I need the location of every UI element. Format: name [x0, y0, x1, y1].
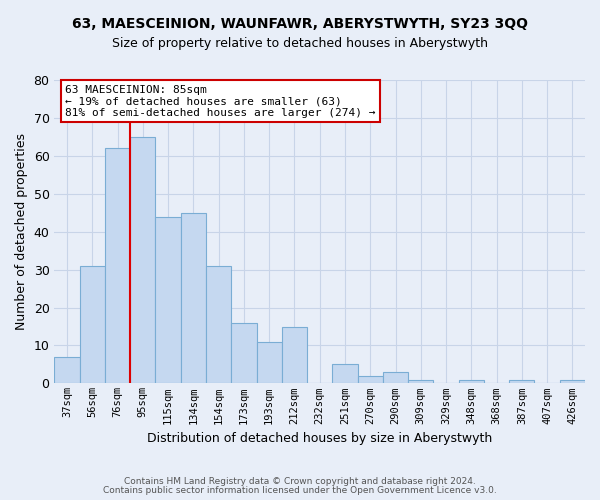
Text: Contains HM Land Registry data © Crown copyright and database right 2024.: Contains HM Land Registry data © Crown c…	[124, 477, 476, 486]
Bar	[181, 212, 206, 384]
Bar	[408, 380, 433, 384]
Text: Size of property relative to detached houses in Aberystwyth: Size of property relative to detached ho…	[112, 38, 488, 51]
Bar	[257, 342, 282, 384]
Bar	[155, 216, 181, 384]
Bar	[509, 380, 535, 384]
Bar	[560, 380, 585, 384]
Bar	[458, 380, 484, 384]
Y-axis label: Number of detached properties: Number of detached properties	[15, 133, 28, 330]
Bar	[332, 364, 358, 384]
Bar	[55, 357, 80, 384]
Bar	[206, 266, 231, 384]
Bar	[231, 322, 257, 384]
Bar	[80, 266, 105, 384]
X-axis label: Distribution of detached houses by size in Aberystwyth: Distribution of detached houses by size …	[147, 432, 493, 445]
Bar	[105, 148, 130, 384]
Text: 63, MAESCEINION, WAUNFAWR, ABERYSTWYTH, SY23 3QQ: 63, MAESCEINION, WAUNFAWR, ABERYSTWYTH, …	[72, 18, 528, 32]
Bar	[282, 326, 307, 384]
Bar	[383, 372, 408, 384]
Bar	[358, 376, 383, 384]
Bar	[130, 137, 155, 384]
Text: Contains public sector information licensed under the Open Government Licence v3: Contains public sector information licen…	[103, 486, 497, 495]
Text: 63 MAESCEINION: 85sqm
← 19% of detached houses are smaller (63)
81% of semi-deta: 63 MAESCEINION: 85sqm ← 19% of detached …	[65, 84, 376, 118]
